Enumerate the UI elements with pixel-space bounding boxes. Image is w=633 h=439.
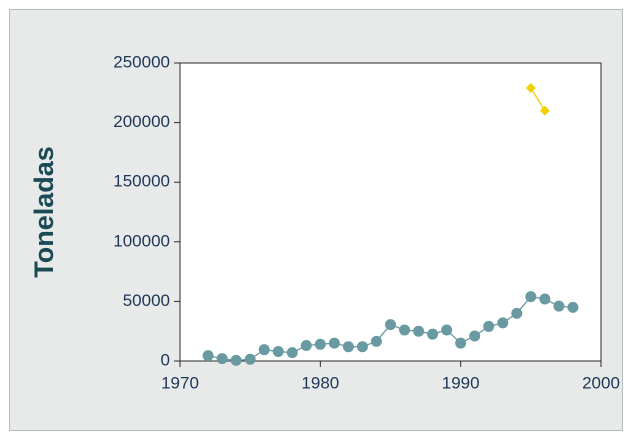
x-tick-label: 1980 <box>301 373 339 392</box>
series-line <box>530 87 546 112</box>
y-tick-label: 150000 <box>113 172 170 191</box>
y-tick-label: 250000 <box>113 52 170 71</box>
point <box>300 340 312 352</box>
point <box>553 300 565 312</box>
point <box>258 344 270 356</box>
point <box>272 345 284 357</box>
point <box>427 328 439 340</box>
x-tick-label: 2000 <box>582 373 620 392</box>
plot-area <box>179 62 602 362</box>
point <box>469 330 481 342</box>
point <box>441 324 453 336</box>
y-tick-label: 100000 <box>113 231 170 250</box>
point <box>370 335 382 347</box>
point <box>539 293 551 305</box>
point <box>314 338 326 350</box>
y-axis-label: Toneladas <box>29 146 59 278</box>
point <box>202 350 214 362</box>
point <box>244 353 256 365</box>
point <box>230 354 242 366</box>
y-tick-label: 0 <box>161 350 170 369</box>
point <box>525 291 537 303</box>
point <box>342 341 354 353</box>
y-tick-label: 50000 <box>123 291 170 310</box>
point <box>539 105 550 116</box>
point <box>328 337 340 349</box>
point <box>455 337 467 349</box>
point <box>483 320 495 332</box>
point <box>511 307 523 319</box>
point <box>216 353 228 365</box>
x-tick-label: 1970 <box>161 373 199 392</box>
point <box>567 301 579 313</box>
point <box>525 83 536 94</box>
point <box>399 324 411 336</box>
point <box>286 347 298 359</box>
y-tick-label: 200000 <box>113 112 170 131</box>
point <box>385 319 396 331</box>
point <box>413 325 425 337</box>
x-tick-label: 1990 <box>442 373 480 392</box>
point <box>356 341 368 353</box>
point <box>497 317 509 329</box>
